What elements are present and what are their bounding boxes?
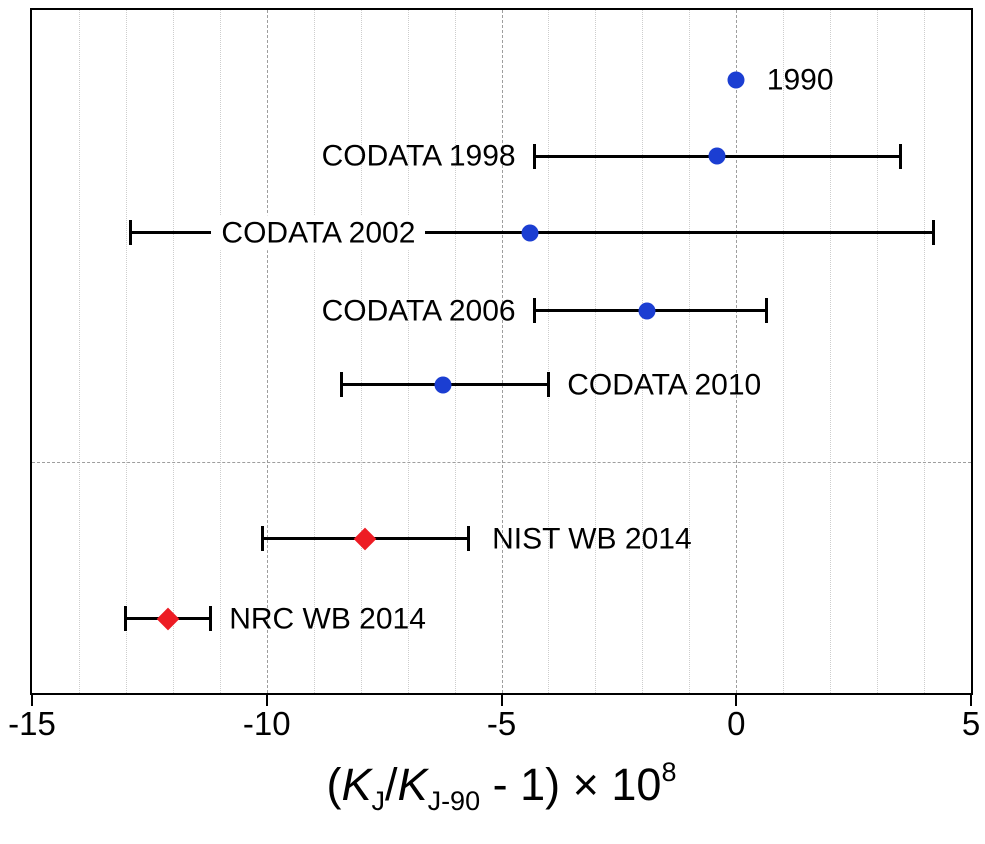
minor-gridline — [407, 10, 409, 693]
data-point-marker — [521, 224, 539, 242]
error-bar-cap — [124, 606, 128, 632]
data-point-label: CODATA 1998 — [321, 139, 516, 173]
axis-label-times: × — [572, 759, 599, 810]
x-tick-label: 0 — [727, 705, 746, 742]
axis-label-slash: / — [385, 759, 398, 810]
x-axis-ticks: -15 -10 -5 0 5 — [8, 695, 980, 765]
data-point-label: CODATA 2006 — [321, 293, 516, 327]
error-bar-cap — [260, 526, 264, 552]
minor-gridline — [172, 10, 174, 693]
data-point-marker — [638, 302, 656, 320]
error-bar-cap — [532, 143, 536, 169]
minor-gridline — [360, 10, 362, 693]
major-gridline — [266, 10, 268, 693]
axis-label-open-paren: ( — [326, 759, 342, 810]
x-tick-mark — [970, 695, 972, 706]
data-point-label: CODATA 2002 — [211, 214, 426, 251]
minor-gridline — [830, 10, 832, 693]
minor-gridline — [924, 10, 926, 693]
minor-gridline — [454, 10, 456, 693]
error-bar-cap — [765, 298, 769, 324]
x-tick-label: -15 — [8, 705, 56, 742]
data-point-label: NRC WB 2014 — [229, 601, 426, 635]
data-point-label: NIST WB 2014 — [492, 521, 692, 555]
x-tick-label: -5 — [486, 705, 517, 742]
major-gridline — [501, 10, 503, 693]
axis-label-middle: - 1) — [480, 759, 573, 810]
x-tick-label: -10 — [242, 705, 291, 742]
error-bar-cap — [340, 372, 344, 398]
minor-gridline — [548, 10, 550, 693]
minor-gridline — [783, 10, 785, 693]
minor-gridline — [78, 10, 80, 693]
major-gridline — [736, 10, 738, 693]
minor-gridline — [219, 10, 221, 693]
minor-gridline — [595, 10, 597, 693]
error-bar-cap — [899, 143, 903, 169]
x-tick-label: 5 — [961, 705, 981, 742]
minor-gridline — [125, 10, 127, 693]
data-point-marker — [727, 71, 745, 89]
x-tick-mark — [500, 695, 503, 706]
data-point-label: 1990 — [766, 62, 834, 96]
axis-label-sub-j90: J-90 — [427, 786, 481, 816]
minor-gridline — [642, 10, 644, 693]
axis-label-k2: K — [397, 759, 428, 810]
section-separator-line — [32, 462, 971, 464]
data-point-marker — [156, 607, 180, 630]
error-bar-cap — [546, 372, 550, 398]
minor-gridline — [313, 10, 315, 693]
minor-gridline — [689, 10, 691, 693]
data-point-label: CODATA 2010 — [567, 368, 762, 402]
axis-label-ten: 10 — [598, 759, 662, 810]
data-point-marker — [354, 527, 377, 550]
error-bar-cap — [532, 298, 536, 324]
error-bar-cap — [467, 526, 471, 552]
minor-gridline — [877, 10, 879, 693]
x-tick-mark — [265, 695, 268, 706]
error-bar-cap — [208, 606, 212, 632]
axis-label-sub-j: J — [371, 786, 386, 816]
data-point-marker — [708, 147, 726, 165]
x-axis-label: (KJ/KJ-90 - 1) × 108 — [30, 757, 973, 816]
axis-label-exponent: 8 — [661, 757, 677, 787]
data-point-marker — [434, 376, 452, 394]
x-tick-mark — [735, 695, 738, 706]
axis-label-k1: K — [341, 759, 372, 810]
x-tick-mark — [31, 695, 33, 706]
plot-area: 1990 CODATA 1998 CODATA 2002 CODATA 2006 COD… — [30, 8, 973, 695]
error-bar-cap — [129, 220, 133, 246]
error-bar-cap — [931, 220, 935, 246]
